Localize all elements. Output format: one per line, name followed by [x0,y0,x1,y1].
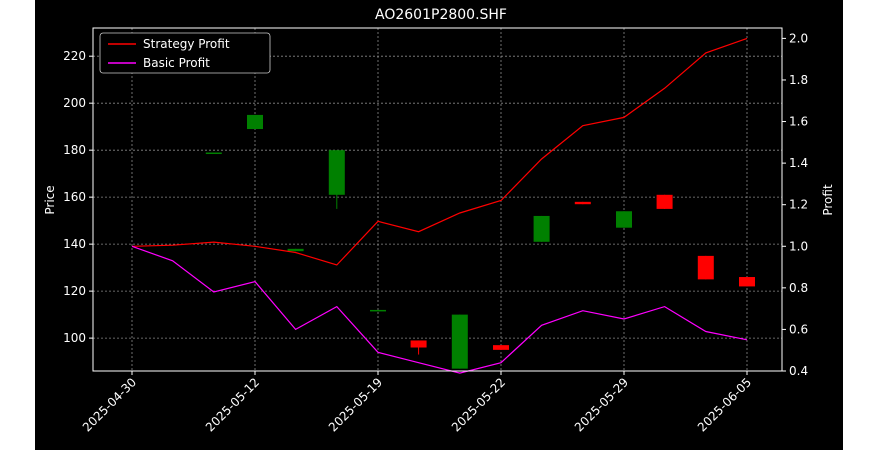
candle-body [451,314,468,369]
y-tick-label: 100 [63,331,86,345]
candle-body [493,345,509,350]
legend-label-1: Basic Profit [143,56,210,70]
y-tick-label: 120 [63,284,86,298]
y2-tick-label: 1.0 [789,239,808,253]
candlesticks [164,70,755,369]
x-axis: 2025-04-30 2025-05-12 2025-05-19 2025-05-22… [80,371,754,434]
candle-body [328,150,345,195]
x-tick-label: 2025-05-22 [449,375,508,434]
y2-tick-label: 1.2 [789,198,808,212]
x-tick-label: 2025-05-12 [203,375,262,434]
y-tick-label: 160 [63,190,86,204]
chart-title: AO2601P2800.SHF [375,7,507,23]
candle-body [739,277,755,287]
series-line-0 [131,37,748,266]
candle-body [205,152,222,155]
candle-body [533,215,550,242]
y-tick-label: 140 [63,237,86,251]
candle-body [574,201,591,205]
grid-lines [93,28,782,371]
y-axis-left: 100 120 140 160 180 200 220 [63,49,93,345]
y2-axis-label: Profit [821,184,835,216]
plot-frame [92,27,783,372]
candle-body [616,211,632,228]
series-line-1 [131,245,748,374]
candle-body [370,309,386,312]
candle-body [247,114,263,130]
y2-tick-label: 1.6 [789,115,808,129]
legend: Strategy Profit Basic Profit [99,32,271,74]
y-axis-label: Price [43,185,57,214]
y2-tick-label: 0.4 [789,364,808,378]
y2-tick-label: 1.8 [789,73,808,87]
y-tick-label: 200 [63,96,86,110]
chart-svg: AO2601P2800.SHF 100 120 140 160 180 200 220 0.… [43,7,835,434]
x-tick-label: 2025-04-30 [80,375,139,434]
candle-body [287,248,304,252]
x-tick-label: 2025-05-19 [326,375,385,434]
y-axis-right: 0.4 0.6 0.8 1.0 1.2 1.4 1.6 1.8 2.0 [782,31,808,378]
profit-lines [131,37,748,374]
y2-tick-label: 0.6 [789,322,808,336]
legend-label-0: Strategy Profit [143,37,230,51]
chart-figure: AO2601P2800.SHF 100 120 140 160 180 200 220 0.… [35,0,843,450]
legend-box [99,32,271,74]
y2-tick-label: 1.4 [789,156,808,170]
y-tick-label: 220 [63,49,86,63]
x-tick-label: 2025-05-29 [572,375,631,434]
candle-body [410,340,427,348]
candle-body [656,194,673,209]
y2-tick-label: 2.0 [789,31,808,45]
candle-body [697,255,714,280]
y2-tick-label: 0.8 [789,281,808,295]
y-tick-label: 180 [63,143,86,157]
x-tick-label: 2025-06-05 [695,375,754,434]
